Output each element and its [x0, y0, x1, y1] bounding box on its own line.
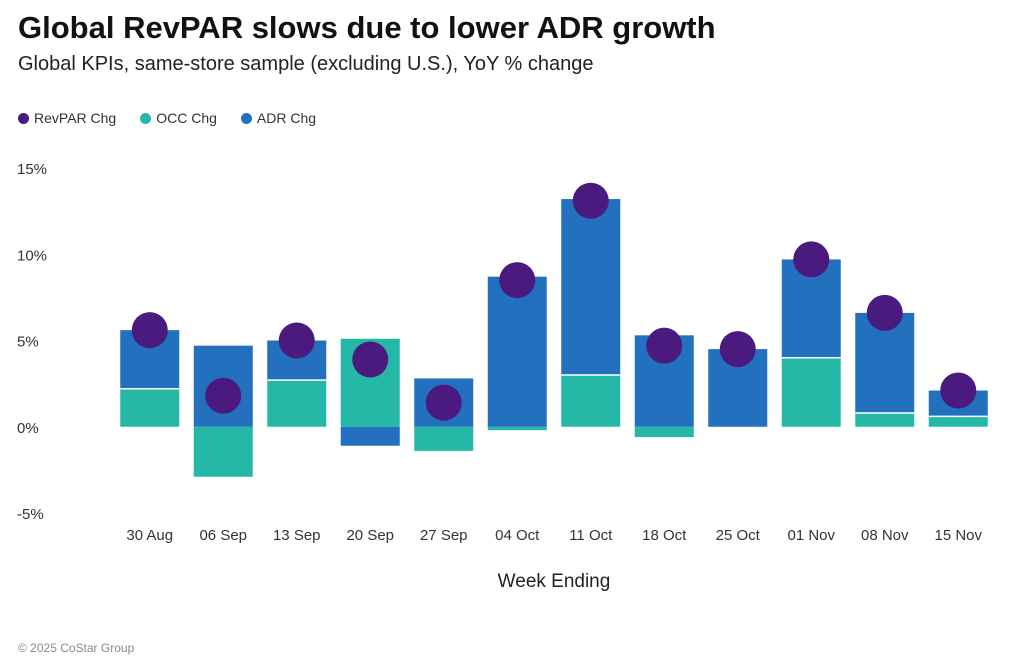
occ-bar: [487, 426, 547, 431]
occ-bar: [193, 426, 253, 477]
revpar-point: [352, 341, 389, 378]
occ-bar: [855, 412, 915, 427]
x-tick-label: 30 Aug: [126, 527, 173, 544]
revpar-point: [131, 312, 168, 349]
x-axis-title: Week Ending: [498, 571, 611, 592]
occ-bar: [928, 416, 988, 427]
adr-bar: [340, 426, 400, 446]
legend-item-occ: OCC Chg: [140, 110, 217, 126]
legend-label-occ: OCC Chg: [156, 110, 217, 126]
x-tick-label: 18 Oct: [642, 527, 687, 544]
chart-subtitle: Global KPIs, same-store sample (excludin…: [18, 53, 594, 75]
x-tick-label: 04 Oct: [495, 527, 540, 544]
revpar-point: [793, 241, 830, 278]
legend-item-revpar: RevPAR Chg: [18, 110, 116, 126]
adr-bar: [561, 199, 621, 375]
y-tick-label: 5%: [17, 334, 39, 351]
revpar-point: [499, 262, 536, 299]
legend-item-adr: ADR Chg: [240, 110, 317, 126]
legend-label-adr: ADR Chg: [256, 110, 317, 126]
revpar-point: [425, 384, 462, 421]
chart-legend: RevPAR Chg OCC Chg ADR Chg: [18, 110, 340, 126]
x-tick-label: 13 Sep: [273, 527, 321, 544]
x-tick-label: 01 Nov: [787, 527, 835, 544]
x-tick-label: 20 Sep: [346, 527, 394, 544]
revpar-point: [278, 322, 315, 359]
occ-bar: [634, 426, 694, 438]
revpar-point: [572, 182, 609, 219]
adr-bar: [487, 276, 547, 427]
x-tick-label: 06 Sep: [199, 527, 247, 544]
x-tick-label: 08 Nov: [861, 527, 909, 544]
chart-title: Global RevPAR slows due to lower ADR gro…: [18, 10, 716, 45]
revpar-point: [866, 294, 903, 331]
revpar-point: [940, 372, 977, 409]
occ-bar: [781, 357, 841, 427]
legend-label-revpar: RevPAR Chg: [34, 110, 117, 126]
legend-marker-revpar: [18, 112, 29, 124]
y-tick-label: 15%: [17, 161, 47, 178]
y-tick-label: 0%: [17, 420, 39, 437]
revpar-point: [205, 377, 242, 414]
legend-marker-adr: [240, 112, 252, 124]
occ-bar: [414, 426, 474, 451]
x-tick-label: 11 Oct: [569, 527, 613, 544]
x-tick-label: 25 Oct: [716, 527, 761, 544]
occ-bar: [120, 388, 180, 427]
occ-bar: [267, 380, 327, 427]
occ-bar: [561, 375, 621, 427]
revpar-point: [719, 331, 756, 368]
copyright-footer: © 2025 CoStar Group: [18, 641, 135, 655]
x-tick-label: 15 Nov: [934, 527, 982, 544]
revpar-point: [646, 327, 683, 364]
legend-marker-occ: [140, 112, 152, 124]
y-tick-label: 10%: [17, 247, 47, 264]
y-tick-label: -5%: [17, 506, 44, 523]
x-tick-label: 27 Sep: [420, 527, 468, 544]
